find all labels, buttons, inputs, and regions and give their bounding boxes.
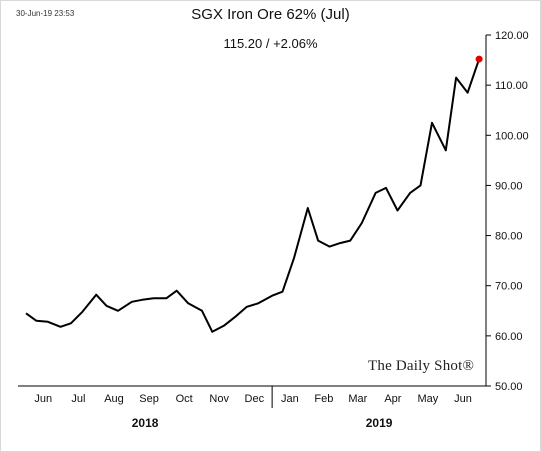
x-tick-label: Jun [34, 393, 52, 405]
x-tick-label: Jan [281, 393, 299, 405]
x-tick-label: Aug [104, 393, 124, 405]
y-tick-label: 50.00 [495, 381, 523, 393]
y-tick-label: 80.00 [495, 231, 523, 243]
x-tick-label: Apr [384, 393, 401, 405]
x-tick-label: Mar [348, 393, 367, 405]
year-label: 2019 [366, 416, 393, 430]
year-label: 2018 [132, 416, 159, 430]
y-tick-label: 60.00 [495, 331, 523, 343]
y-tick-label: 70.00 [495, 281, 523, 293]
x-tick-label: Jul [71, 393, 85, 405]
price-change-readout: 115.20 / +2.06% [223, 36, 318, 51]
x-tick-label: Oct [176, 393, 193, 405]
x-tick-label: Jun [454, 393, 472, 405]
x-tick-label: Nov [209, 393, 229, 405]
x-tick-label: Sep [139, 393, 159, 405]
x-axis: Jun Jul Aug Sep Oct Nov Dec Jan Feb Mar Apr May Jun 2… [18, 385, 486, 430]
y-tick-label: 120.00 [495, 30, 529, 42]
y-tick-label: 110.00 [495, 80, 528, 92]
timestamp: 30-Jun-19 23:53 [16, 9, 75, 18]
y-tick-label: 100.00 [495, 130, 529, 142]
price-line [25, 58, 481, 333]
x-tick-label: May [418, 393, 439, 405]
y-axis: 50.00 60.00 70.00 80.00 90.00 100.00 110.00 120… [485, 30, 529, 393]
x-tick-label: Dec [245, 393, 265, 405]
x-tick-label: Feb [314, 393, 333, 405]
chart-title: SGX Iron Ore 62% (Jul) [191, 6, 350, 23]
last-price-marker [475, 55, 483, 63]
y-tick-label: 90.00 [495, 180, 523, 192]
brand-logo: The Daily Shot® [368, 358, 475, 374]
